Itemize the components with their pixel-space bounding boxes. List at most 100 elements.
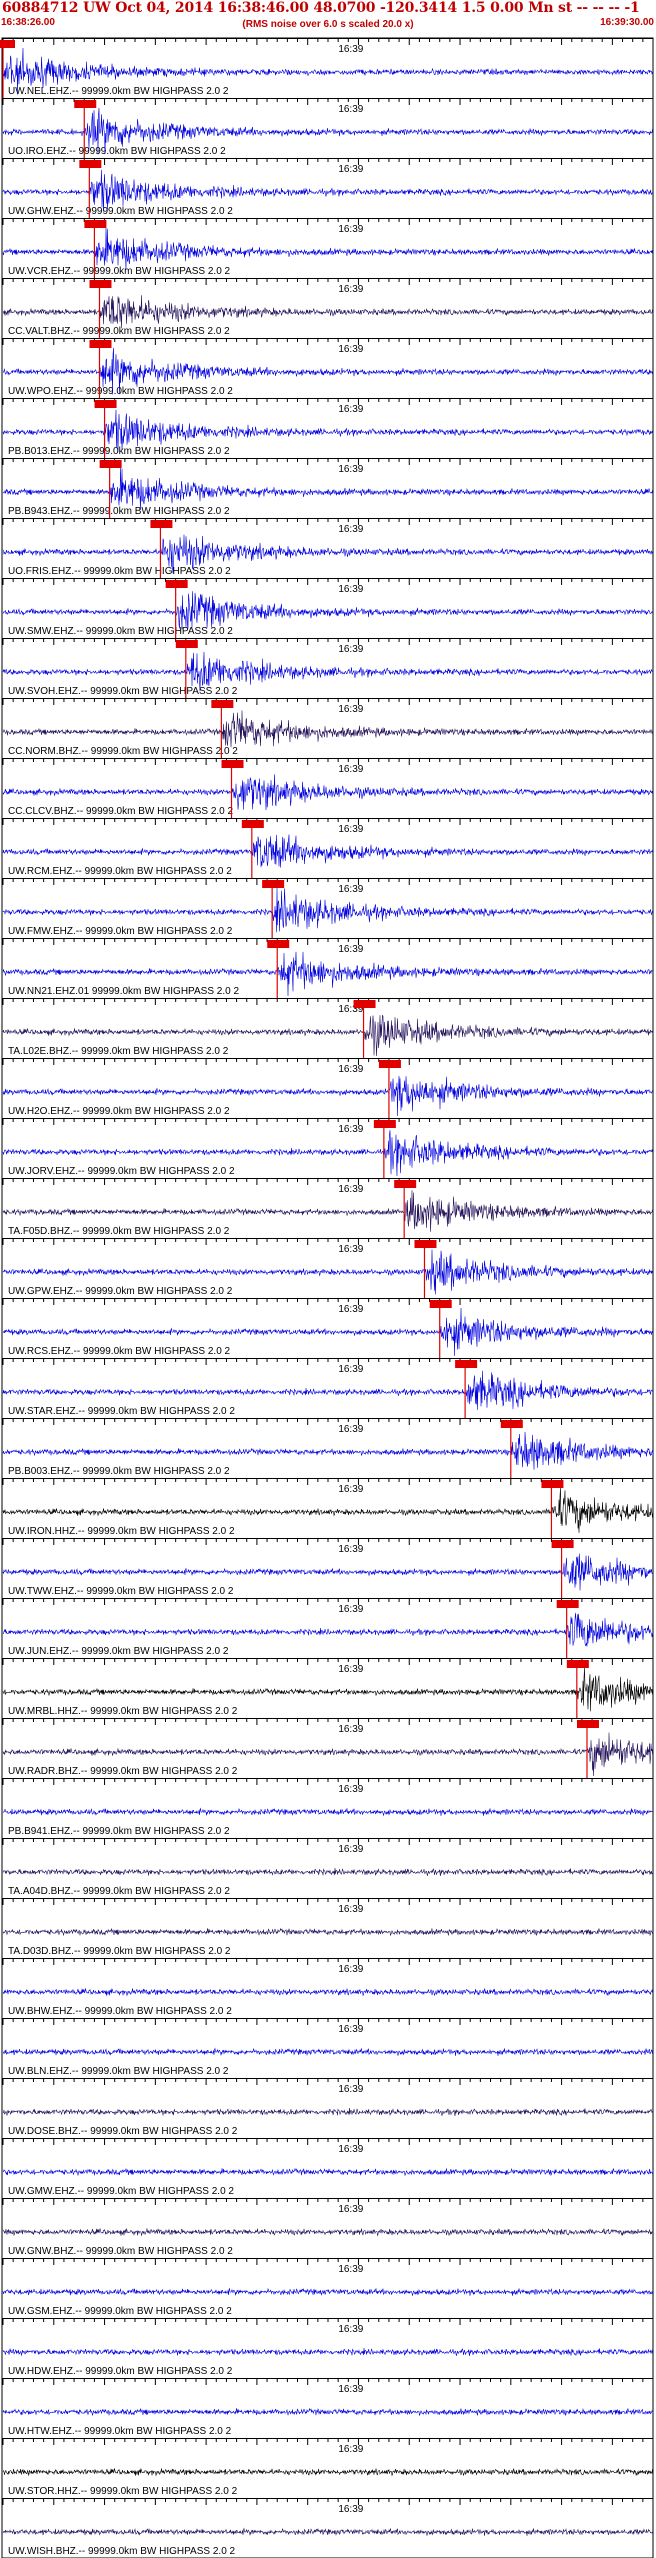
minute-label: 16:39 xyxy=(338,344,363,355)
waveform-trace xyxy=(2,2527,654,2537)
waveform-trace xyxy=(2,2227,654,2237)
station-row: 16:39 UW.TWW.EHZ.-- 99999.0km BW HIGHPASS… xyxy=(2,1538,654,1598)
waveform-trace xyxy=(2,2347,654,2357)
station-label: CC.VALT.BHZ.-- 99999.0km BW HIGHPASS 2.0… xyxy=(8,326,230,337)
station-label: UW.DOSE.BHZ.-- 99999.0km BW HIGHPASS 2.0… xyxy=(8,2126,238,2137)
p-pick-flag xyxy=(262,880,285,888)
station-label: UW.NN21.EHZ.01 99999.0km BW HIGHPASS 2.0… xyxy=(8,986,239,997)
p-pick-flag xyxy=(576,1720,599,1728)
station-label: UW.SMW.EHZ.-- 99999.0km BW HIGHPASS 2.0 … xyxy=(8,626,233,637)
station-row: 16:39 UW.RCS.EHZ.-- 99999.0km BW HIGHPASS… xyxy=(2,1298,654,1358)
p-pick-flag xyxy=(267,940,290,948)
station-row: 16:39 UW.SVOH.EHZ.-- 99999.0km BW HIGHPAS… xyxy=(2,638,654,698)
station-label: UW.BHW.EHZ.-- 99999.0km BW HIGHPASS 2.0 … xyxy=(8,2006,232,2017)
minute-label: 16:39 xyxy=(338,1484,363,1495)
station-label: PB.B941.EHZ.-- 99999.0km BW HIGHPASS 2.0… xyxy=(8,1826,230,1837)
minute-label: 16:39 xyxy=(338,884,363,895)
waveform-trace xyxy=(2,774,654,811)
minute-label: 16:39 xyxy=(338,2504,363,2515)
minute-label: 16:39 xyxy=(338,404,363,415)
p-pick-flag xyxy=(79,160,102,168)
minute-label: 16:39 xyxy=(338,2144,363,2155)
station-label: UW.SVOH.EHZ.-- 99999.0km BW HIGHPASS 2.0… xyxy=(8,686,238,697)
station-label: UW.GNW.BHZ.-- 99999.0km BW HIGHPASS 2.0 … xyxy=(8,2246,233,2257)
minute-label: 16:39 xyxy=(338,1964,363,1975)
minute-label: 16:39 xyxy=(338,224,363,235)
waveform-trace xyxy=(2,651,654,692)
station-label: UW.WISH.BHZ.-- 99999.0km BW HIGHPASS 2.0… xyxy=(8,2546,236,2557)
waveform-trace xyxy=(2,1249,654,1295)
minute-label: 16:39 xyxy=(338,1124,363,1135)
minute-label: 16:39 xyxy=(338,704,363,715)
station-row: 16:39 UW.NEL.EHZ.-- 99999.0km BW HIGHPASS… xyxy=(0,38,654,98)
minute-label: 16:39 xyxy=(338,1004,363,1015)
station-row: 16:39 UW.VCR.EHZ.-- 99999.0km BW HIGHPASS… xyxy=(2,218,654,278)
station-row: 16:39 CC.VALT.BHZ.-- 99999.0km BW HIGHPAS… xyxy=(2,278,654,338)
waveform-trace xyxy=(2,1867,654,1877)
station-label: UW.H2O.EHZ.-- 99999.0km BW HIGHPASS 2.0 … xyxy=(8,1106,230,1117)
p-pick-flag xyxy=(556,1600,579,1608)
minute-label: 16:39 xyxy=(338,584,363,595)
station-label: UW.NEL.EHZ.-- 99999.0km BW HIGHPASS 2.0 … xyxy=(8,86,229,97)
station-row: 16:39 UW.HTW.EHZ.-- 99999.0km BW HIGHPASS… xyxy=(2,2378,654,2437)
minute-label: 16:39 xyxy=(338,524,363,535)
minute-label: 16:39 xyxy=(338,1784,363,1795)
p-pick-flag xyxy=(94,400,117,408)
station-row: 16:39 UW.DOSE.BHZ.-- 99999.0km BW HIGHPAS… xyxy=(2,2078,654,2137)
minute-label: 16:39 xyxy=(338,44,363,55)
record-header: 60884712 UW Oct 04, 2014 16:38:46.00 48.… xyxy=(0,0,656,38)
p-pick-flag xyxy=(150,520,173,528)
waveform-trace xyxy=(2,1553,654,1591)
event-title: 60884712 UW Oct 04, 2014 16:38:46.00 48.… xyxy=(2,0,640,16)
station-row: 16:39 TA.L02E.BHZ.-- 99999.0km BW HIGHPAS… xyxy=(2,998,654,1058)
minute-label: 16:39 xyxy=(338,1544,363,1555)
station-row: 16:39 UW.NN21.EHZ.01 99999.0km BW HIGHPAS… xyxy=(2,938,654,998)
station-row: 16:39 UW.FMW.EHZ.-- 99999.0km BW HIGHPASS… xyxy=(2,878,654,938)
p-pick-flag xyxy=(500,1420,523,1428)
start-time-label: 16:38:26.00 xyxy=(1,17,55,28)
minute-label: 16:39 xyxy=(338,1424,363,1435)
waveform-trace xyxy=(2,227,654,270)
station-label: UW.HDW.EHZ.-- 99999.0km BW HIGHPASS 2.0 … xyxy=(8,2366,233,2377)
minute-label: 16:39 xyxy=(338,164,363,175)
station-row: 16:39 UW.STOR.HHZ.-- 99999.0km BW HIGHPAS… xyxy=(2,2438,654,2497)
p-pick-flag xyxy=(455,1360,478,1368)
station-label: UW.RCS.EHZ.-- 99999.0km BW HIGHPASS 2.0 … xyxy=(8,1346,231,1357)
waveform-trace xyxy=(2,1927,654,1937)
waveform-trace xyxy=(2,1014,654,1057)
station-row: 16:39 UW.JUN.EHZ.-- 99999.0km BW HIGHPASS… xyxy=(2,1598,654,1658)
minute-label: 16:39 xyxy=(338,1604,363,1615)
station-label: TA.L02E.BHZ.-- 99999.0km BW HIGHPASS 2.0… xyxy=(8,1046,229,1057)
minute-label: 16:39 xyxy=(338,644,363,655)
station-row: 16:39 UW.GHW.EHZ.-- 99999.0km BW HIGHPASS… xyxy=(2,158,654,218)
waveform-trace xyxy=(2,534,654,574)
station-row: 16:39 UW.IRON.HHZ.-- 99999.0km BW HIGHPAS… xyxy=(2,1478,654,1538)
waveform-trace xyxy=(2,295,654,329)
station-label: UO.FRIS.EHZ.-- 99999.0km BW HIGHPASS 2.0… xyxy=(8,566,231,577)
station-row: 16:39 PB.B941.EHZ.-- 99999.0km BW HIGHPAS… xyxy=(2,1778,654,1837)
minute-label: 16:39 xyxy=(338,1664,363,1675)
station-label: TA.F05D.BHZ.-- 99999.0km BW HIGHPASS 2.0… xyxy=(8,1226,230,1237)
station-row: 16:39 UW.HDW.EHZ.-- 99999.0km BW HIGHPASS… xyxy=(2,2318,654,2377)
station-label: UW.RCM.EHZ.-- 99999.0km BW HIGHPASS 2.0 … xyxy=(8,866,232,877)
minute-label: 16:39 xyxy=(338,2204,363,2215)
station-row: 16:39 PB.B003.EHZ.-- 99999.0km BW HIGHPAS… xyxy=(2,1418,654,1478)
station-row: 16:39 UW.BLN.EHZ.-- 99999.0km BW HIGHPASS… xyxy=(2,2018,654,2077)
minute-label: 16:39 xyxy=(338,1064,363,1075)
p-pick-flag xyxy=(551,1540,574,1548)
station-row: 16:39 UW.BHW.EHZ.-- 99999.0km BW HIGHPASS… xyxy=(2,1958,654,2017)
waveform-trace xyxy=(2,2287,654,2297)
p-pick-flag xyxy=(373,1120,396,1128)
waveform-trace xyxy=(2,1307,654,1357)
waveform-trace xyxy=(2,347,654,395)
minute-label: 16:39 xyxy=(338,1724,363,1735)
station-label: UW.STOR.HHZ.-- 99999.0km BW HIGHPASS 2.0… xyxy=(8,2486,238,2497)
p-pick-flag xyxy=(89,280,112,288)
waveform-trace xyxy=(2,47,654,95)
p-pick-flag xyxy=(414,1240,437,1248)
station-row: 16:39 TA.F05D.BHZ.-- 99999.0km BW HIGHPAS… xyxy=(2,1178,654,1238)
waveform-trace xyxy=(2,1732,654,1777)
minute-label: 16:39 xyxy=(338,764,363,775)
p-pick-flag xyxy=(566,1660,589,1668)
station-row: 16:39 UW.JORV.EHZ.-- 99999.0km BW HIGHPAS… xyxy=(2,1118,654,1178)
